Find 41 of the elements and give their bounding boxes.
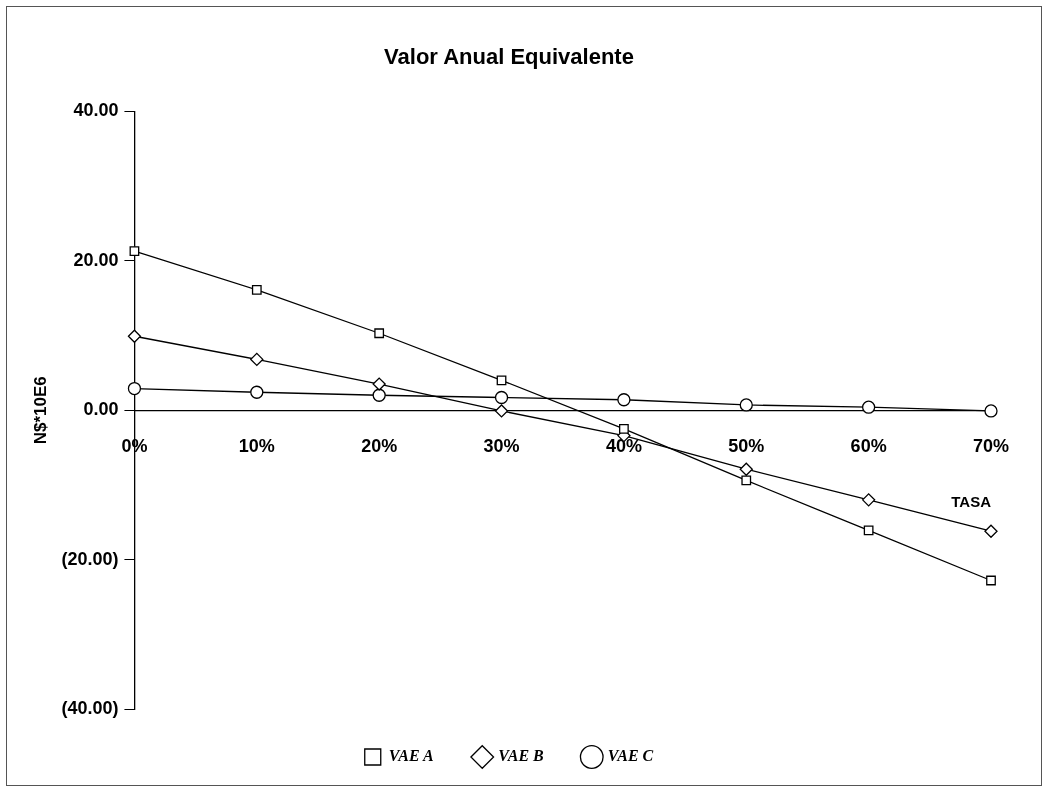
point xyxy=(986,575,996,586)
point xyxy=(127,381,142,396)
point xyxy=(494,390,509,405)
point xyxy=(496,375,507,386)
point xyxy=(374,328,385,339)
legend-label: VAE C xyxy=(607,747,654,765)
point xyxy=(861,493,876,507)
y-tick-label: (20.00) xyxy=(61,548,119,569)
point xyxy=(494,404,509,418)
chart-title: Valor Anual Equivalente xyxy=(384,44,634,70)
y-tick-label: 20.00 xyxy=(73,249,119,270)
x-tick-label: 10% xyxy=(238,435,275,456)
point xyxy=(250,385,264,399)
point xyxy=(619,423,629,434)
x-tick-label: 70% xyxy=(972,435,1010,456)
point xyxy=(250,352,264,367)
point xyxy=(127,329,142,343)
point xyxy=(741,475,752,486)
point xyxy=(861,400,876,414)
y-axis-title: N$*10E6 xyxy=(30,376,50,445)
x-axis-title: TASA xyxy=(951,492,992,510)
x-tick-label: 20% xyxy=(361,435,398,456)
point xyxy=(984,404,998,418)
legend-label: VAE A xyxy=(388,747,434,765)
point xyxy=(739,398,753,412)
y-tick-label: 0.00 xyxy=(83,399,119,420)
point xyxy=(129,246,140,256)
legend-label: VAE B xyxy=(498,747,545,765)
y-tick-label: 40.00 xyxy=(73,100,119,121)
x-tick-label: 40% xyxy=(605,435,642,456)
y-tick-label: (40.00) xyxy=(61,697,119,718)
x-tick-label: 50% xyxy=(728,435,765,456)
point xyxy=(863,525,874,536)
point xyxy=(617,393,631,407)
x-tick-label: 30% xyxy=(483,435,520,456)
point xyxy=(739,462,753,476)
x-tick-label: 60% xyxy=(850,435,887,456)
point xyxy=(984,524,998,538)
point xyxy=(251,285,262,295)
point xyxy=(372,388,386,402)
point xyxy=(372,377,386,391)
